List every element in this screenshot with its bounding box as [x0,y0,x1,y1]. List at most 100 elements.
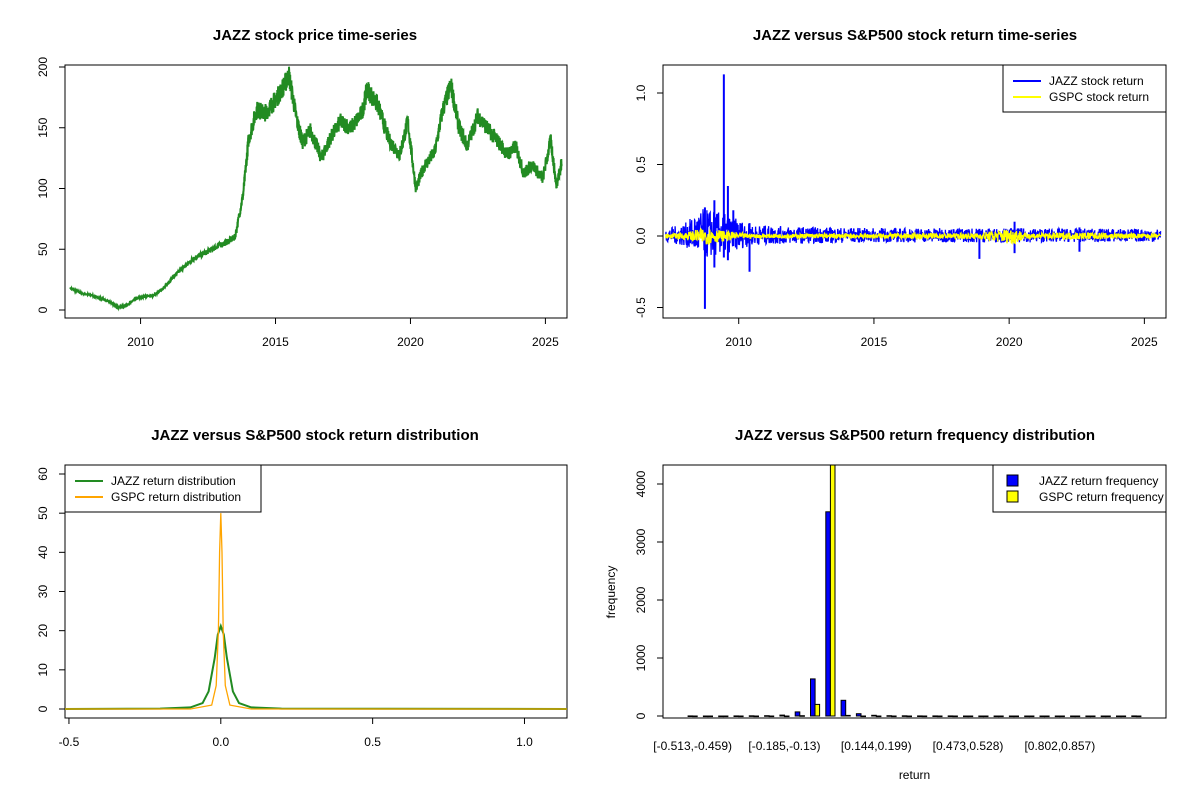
bar-jazz [794,711,801,717]
x-tick-label: 2020 [397,335,424,349]
y-tick-label: 2000 [634,586,648,613]
bar-jazz [1070,715,1076,718]
bar-jazz [779,714,786,717]
bar-gspc [845,714,851,717]
bar-gspc [982,715,989,718]
bar-jazz [1085,715,1092,718]
legend-box [1002,64,1167,113]
bar-gspc [753,715,760,718]
y-tick-label: 0.0 [634,227,648,244]
bar-jazz [993,715,1000,718]
legend-swatch [1006,490,1019,503]
x-tick-label: 0.5 [364,735,381,749]
y-tick-label: 1000 [634,644,648,671]
y-tick-label: 0 [634,712,648,719]
x-tick-label: [-0.513,-0.459) [653,739,732,753]
bar-gspc [829,464,836,717]
bar-gspc [936,715,943,718]
plot-frame [662,64,1167,319]
bar-gspc [860,715,867,718]
chart-title: JAZZ versus S&P500 stock return time-ser… [753,27,1077,44]
bar-jazz [978,715,984,718]
bar-gspc [1089,715,1096,718]
bar-gspc [814,703,821,717]
x-tick-label: [0.473,0.528) [933,739,1004,753]
bar-jazz [1054,715,1061,718]
y-tick-label: 60 [36,467,50,481]
bar-gspc [1074,715,1081,718]
y-tick-label: 10 [36,663,50,677]
bar-gspc [998,715,1004,718]
bar-gspc [967,715,974,718]
y-tick-label: 150 [36,117,50,137]
bar-gspc [722,715,729,718]
y-tick-label: 0 [36,705,50,712]
bar-gspc [783,715,790,718]
legend-label: GSPC return frequency [1039,490,1164,504]
density-line-jazz [64,622,568,710]
x-tick-label: -0.5 [59,735,80,749]
x-tick-label: 0.0 [212,735,229,749]
x-tick-label: 2015 [262,335,289,349]
bar-jazz [1039,715,1046,718]
bar-gspc [738,715,744,718]
legend-label: GSPC return distribution [111,490,241,504]
bar-gspc [921,715,928,718]
x-tick-label: 2025 [532,335,559,349]
y-tick-label: 0 [36,306,50,313]
y-tick-label: 4000 [634,470,648,497]
bar-gspc [1135,715,1142,718]
bar-gspc [1120,715,1127,718]
legend-box [64,464,262,513]
x-tick-label: 2015 [861,335,888,349]
bar-jazz [932,715,939,718]
density-line-gspc [65,513,567,710]
plot-frame [64,64,568,319]
x-tick-label: 2020 [996,335,1023,349]
plot-frame [662,464,1167,719]
chart-title: JAZZ stock price time-series [213,27,417,44]
chart-title: JAZZ versus S&P500 stock return distribu… [151,427,479,444]
bar-jazz [1116,715,1122,718]
bar-jazz [1131,715,1137,718]
bar-jazz [947,715,954,718]
series-line-gspc-return [665,227,1162,246]
y-tick-label: 50 [36,242,50,256]
bar-gspc [692,715,698,718]
y-tick-label: 20 [36,624,50,638]
bar-jazz [886,715,893,717]
bar-jazz [1024,715,1030,718]
bar-jazz [963,715,969,718]
x-tick-label: [0.802,0.857) [1024,739,1095,753]
x-tick-label: [-0.185,-0.13) [748,739,820,753]
y-tick-label: -0.5 [634,297,648,318]
x-tick-label: 1.0 [516,735,533,749]
bar-gspc [875,715,882,718]
bar-jazz [1008,715,1015,718]
bar-jazz [733,715,740,718]
legend-label: JAZZ return distribution [111,474,236,488]
bar-gspc [768,715,775,718]
bar-jazz [871,714,877,717]
bar-jazz [764,715,770,717]
series-line-jazz-price [69,66,563,312]
x-tick-label: 2025 [1131,335,1158,349]
bar-jazz [917,715,923,718]
bar-jazz [840,699,847,717]
bar-jazz [687,715,694,718]
bar-gspc [891,715,897,718]
legend-label: GSPC stock return [1049,90,1149,104]
y-tick-label: 1.0 [634,84,648,101]
x-tick-label: [0.144,0.199) [841,739,912,753]
bar-jazz [718,715,724,718]
bar-jazz [901,715,908,717]
y-tick-label: 200 [36,57,50,77]
x-axis-label: return [899,768,930,782]
chart-title: JAZZ versus S&P500 return frequency dist… [735,427,1095,444]
bar-jazz [825,511,831,717]
bar-gspc [952,715,958,718]
legend-label: JAZZ stock return [1049,74,1144,88]
bar-gspc [1059,715,1065,718]
y-tick-label: 40 [36,545,50,559]
